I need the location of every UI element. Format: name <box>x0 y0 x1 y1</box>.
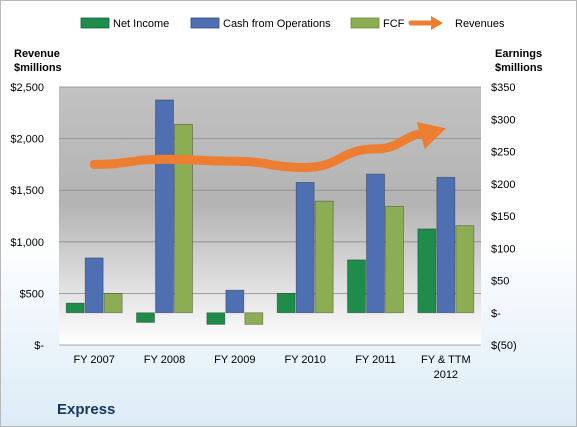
left-axis-ticks: $- $500 $1,000 $1,500 $2,000 $2,500 <box>10 82 44 352</box>
category-label: FY 2007 <box>73 354 114 366</box>
plot-area <box>59 87 481 345</box>
right-axis-title-line2: $millions <box>495 62 543 74</box>
left-axis-title-line1: Revenue <box>14 48 60 60</box>
right-tick-label: $350 <box>491 82 515 94</box>
bar-net-income <box>417 228 437 314</box>
bar-cash-from-operations <box>295 182 315 314</box>
left-tick-label: $1,500 <box>10 185 44 197</box>
right-tick-label: $(50) <box>491 340 517 352</box>
right-tick-label: $50 <box>491 276 509 288</box>
revenue-arrowhead <box>416 122 446 150</box>
company-name: Express <box>57 401 115 418</box>
bars <box>65 99 475 325</box>
left-tick-label: $1,000 <box>10 237 44 249</box>
left-tick-label: $500 <box>20 288 44 300</box>
right-tick-label: $- <box>491 308 501 320</box>
left-tick-label: $2,000 <box>10 134 44 146</box>
bar-net-income <box>136 312 155 323</box>
bar-cash-from-operations <box>225 289 245 314</box>
legend-label-net-income: Net Income <box>113 18 169 30</box>
left-axis-title-line2: $millions <box>14 62 62 74</box>
right-axis-title-line1: Earnings <box>495 48 542 60</box>
bar-cash-from-operations <box>155 99 174 314</box>
legend-swatch-fcf <box>350 17 380 29</box>
revenue-line-path <box>89 128 436 172</box>
legend-swatch-net-income <box>80 17 110 29</box>
revenue-line <box>89 122 446 172</box>
bar-fcf <box>314 200 334 314</box>
legend-swatch-cash-from-operations <box>190 17 220 29</box>
legend-label-fcf: FCF <box>383 18 405 30</box>
right-tick-label: $100 <box>491 243 515 255</box>
bar-fcf <box>103 292 123 314</box>
left-tick-label: $- <box>34 340 44 352</box>
category-label: FY 2009 <box>214 354 255 366</box>
legend-label-cash-from-operations: Cash from Operations <box>223 18 331 30</box>
bar-net-income <box>347 259 366 314</box>
bar-net-income <box>206 312 226 325</box>
right-tick-label: $150 <box>491 211 515 223</box>
legend-arrowhead-revenues <box>431 16 443 30</box>
left-tick-label: $2,500 <box>10 82 44 94</box>
right-tick-label: $250 <box>491 147 515 159</box>
legend: Net Income Cash from Operations FCF Reve… <box>80 16 505 30</box>
category-label-line2: 2012 <box>434 369 458 381</box>
category-labels: FY 2007 FY 2008 FY 2009 FY 2010 FY 2011 FY & … <box>73 354 470 381</box>
bar-cash-from-operations <box>436 176 456 314</box>
category-label: FY 2010 <box>284 354 325 366</box>
right-tick-label: $300 <box>491 114 515 126</box>
bar-cash-from-operations <box>366 173 385 314</box>
bar-net-income <box>276 292 296 314</box>
gridlines <box>59 86 481 346</box>
right-tick-label: $200 <box>491 179 515 191</box>
bar-fcf <box>244 312 264 325</box>
bar-fcf <box>385 205 404 314</box>
bar-fcf <box>455 225 475 314</box>
category-label: FY 2011 <box>355 354 396 366</box>
right-axis-ticks: $(50) $- $50 $100 $150 $200 $250 $300 $350 <box>491 82 517 352</box>
category-label: FY & TTM <box>421 354 471 366</box>
bar-cash-from-operations <box>84 257 104 314</box>
bar-fcf <box>174 124 193 314</box>
legend-label-revenues: Revenues <box>455 18 505 30</box>
bar-net-income <box>65 302 85 314</box>
category-label: FY 2008 <box>144 354 185 366</box>
